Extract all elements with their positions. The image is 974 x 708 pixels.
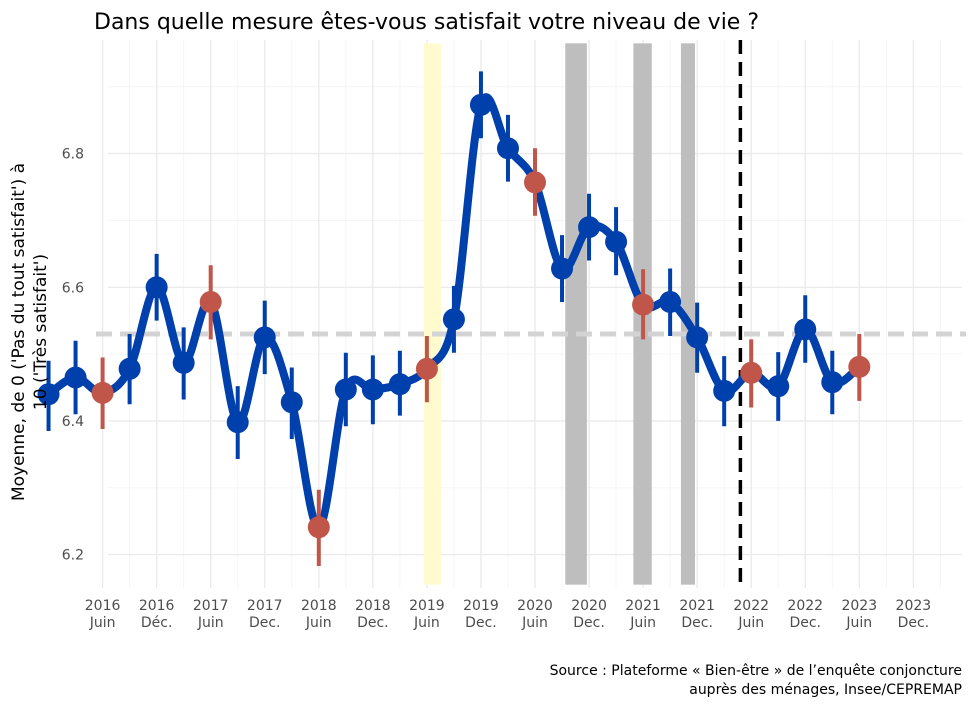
caption-line-1: Source : Plateforme « Bien-être » de l’e… — [550, 663, 962, 679]
x-tick-period: Dec. — [357, 615, 389, 631]
y-axis-label-line-2: 10 ('Très satisfait') — [31, 254, 51, 410]
data-point — [767, 375, 790, 398]
x-tick-period: Dec. — [465, 615, 497, 631]
data-point — [578, 216, 601, 239]
plot-area — [37, 40, 966, 588]
data-point-highlight — [632, 293, 655, 316]
data-point — [334, 378, 357, 401]
x-tick-year: 2016 — [85, 598, 121, 614]
shaded-band — [680, 43, 695, 585]
x-tick-year: 2020 — [517, 598, 553, 614]
data-point — [280, 391, 303, 414]
x-tick-year: 2017 — [193, 598, 229, 614]
data-point — [118, 357, 141, 380]
x-tick-period: Juin — [737, 615, 764, 631]
x-tick-period: Juin — [89, 615, 116, 631]
x-tick-period: Juin — [629, 615, 656, 631]
data-point — [659, 290, 682, 313]
x-tick-year: 2018 — [301, 598, 337, 614]
x-tick-period: Dec. — [681, 615, 713, 631]
data-points — [37, 93, 871, 539]
x-tick-period: Dec. — [573, 615, 605, 631]
x-tick-period: Dec. — [789, 615, 821, 631]
data-point-highlight — [91, 381, 114, 404]
data-point-highlight — [415, 357, 438, 380]
x-tick-period: Juin — [305, 615, 332, 631]
y-axis-label: Moyenne, de 0 ('Pas du tout satisfait') … — [9, 163, 51, 501]
data-point — [64, 366, 87, 389]
x-tick-period: Juin — [521, 615, 548, 631]
data-point — [361, 378, 384, 401]
data-point — [605, 230, 628, 253]
data-point — [794, 318, 817, 341]
data-point — [686, 326, 709, 349]
data-point — [821, 371, 844, 394]
data-point-highlight — [848, 355, 871, 378]
x-tick-year: 2021 — [625, 598, 661, 614]
gridlines — [101, 40, 962, 588]
y-axis-ticks: 6.2 6.4 6.6 6.8 — [62, 147, 84, 564]
data-point — [253, 326, 276, 349]
y-tick-label: 6.8 — [62, 147, 84, 163]
x-tick-period: Déc. — [141, 615, 173, 631]
x-tick-period: Dec. — [898, 615, 930, 631]
caption: Source : Plateforme « Bien-être » de l’e… — [550, 663, 962, 698]
x-tick-period: Juin — [845, 615, 872, 631]
data-point — [469, 93, 492, 116]
x-axis-ticks: 2016Juin2016Déc.2017Juin2017Dec.2018Juin… — [85, 598, 931, 631]
data-point — [551, 257, 574, 280]
data-point-highlight — [524, 171, 546, 194]
chart-title: Dans quelle mesure êtes-vous satisfait v… — [94, 10, 759, 35]
data-point-highlight — [740, 361, 763, 384]
x-tick-period: Juin — [413, 615, 440, 631]
x-tick-year: 2020 — [571, 598, 607, 614]
y-axis-label-line-1: Moyenne, de 0 ('Pas du tout satisfait') … — [9, 163, 29, 501]
data-point — [442, 308, 465, 331]
x-tick-year: 2021 — [679, 598, 715, 614]
caption-line-2: auprès des ménages, Insee/CEPREMAP — [689, 682, 962, 698]
x-tick-period: Dec. — [249, 615, 281, 631]
y-tick-label: 6.2 — [62, 548, 84, 564]
data-point — [713, 379, 736, 402]
x-tick-period: Juin — [197, 615, 224, 631]
x-tick-year: 2023 — [841, 598, 877, 614]
data-point — [145, 276, 168, 299]
data-point — [388, 373, 411, 396]
data-point-highlight — [199, 290, 222, 313]
data-point-highlight — [307, 516, 330, 539]
data-point — [226, 411, 249, 434]
data-point — [496, 137, 519, 160]
data-point — [37, 383, 60, 406]
y-tick-label: 6.4 — [62, 414, 84, 430]
x-tick-year: 2019 — [463, 598, 499, 614]
x-tick-year: 2018 — [355, 598, 391, 614]
x-tick-year: 2017 — [247, 598, 283, 614]
data-point — [172, 351, 195, 374]
shaded-periods — [423, 43, 695, 585]
y-tick-label: 6.6 — [62, 280, 84, 296]
shaded-band — [565, 43, 587, 585]
x-tick-year: 2022 — [733, 598, 769, 614]
shaded-band — [423, 43, 441, 585]
x-tick-year: 2022 — [787, 598, 823, 614]
x-tick-year: 2023 — [896, 598, 932, 614]
x-tick-year: 2019 — [409, 598, 445, 614]
x-tick-year: 2016 — [139, 598, 175, 614]
